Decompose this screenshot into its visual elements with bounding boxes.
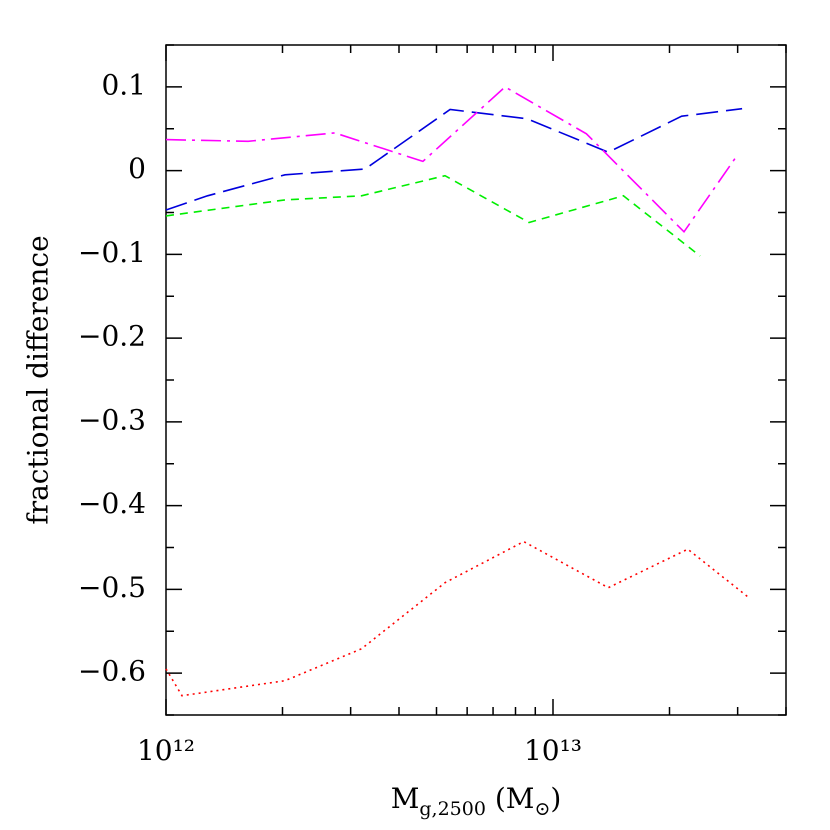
x-axis-label-part: ⊙: [534, 798, 550, 820]
series-line: [165, 107, 743, 211]
x-axis-label: Mg,2500 (M⊙): [391, 782, 562, 820]
x-axis-label-part: g,2500: [419, 798, 486, 820]
y-tick-label: −0.4: [78, 487, 146, 520]
series-line: [165, 85, 739, 234]
y-tick-label: −0.6: [78, 655, 146, 688]
series-line: [165, 540, 751, 697]
y-tick-label: −0.1: [78, 236, 146, 269]
y-tick-label: −0.2: [78, 320, 146, 353]
y-tick-label: 0: [128, 152, 146, 185]
x-tick-label: 10¹²: [137, 734, 195, 767]
x-axis-label-part: (M: [486, 782, 535, 815]
y-tick-label: −0.5: [78, 571, 146, 604]
x-axis-label-part: M: [391, 782, 420, 815]
x-axis-label-part: ): [550, 782, 561, 815]
y-axis-label: fractional difference: [22, 235, 55, 524]
x-tick-label: 10¹³: [524, 734, 582, 767]
series-line: [165, 174, 701, 257]
plot-frame: [165, 44, 787, 716]
y-tick-label: −0.3: [78, 403, 146, 436]
y-tick-label: 0.1: [101, 68, 146, 101]
